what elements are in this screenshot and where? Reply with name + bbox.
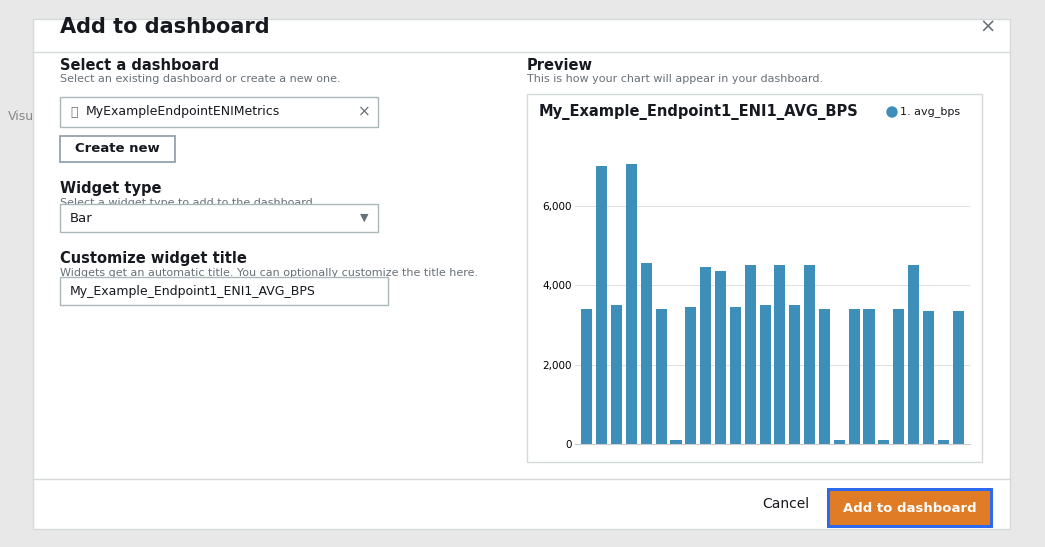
Text: This is how your chart will appear in your dashboard.: This is how your chart will appear in yo… — [527, 74, 823, 84]
Text: Select an existing dashboard or create a new one.: Select an existing dashboard or create a… — [60, 74, 341, 84]
Text: Widget type: Widget type — [60, 182, 162, 196]
Bar — [641, 263, 652, 444]
Bar — [60, 136, 175, 162]
Text: ×: × — [980, 18, 996, 37]
Bar — [878, 440, 889, 444]
Text: ×: × — [357, 104, 370, 119]
Bar — [834, 440, 845, 444]
Bar — [527, 94, 982, 462]
Bar — [626, 164, 637, 444]
Text: Widgets get an automatic title. You can optionally customize the title here.: Widgets get an automatic title. You can … — [60, 268, 479, 278]
Text: Cancel: Cancel — [762, 497, 809, 511]
Text: Add to dashboard: Add to dashboard — [60, 17, 270, 37]
Bar — [827, 488, 993, 528]
FancyBboxPatch shape — [33, 19, 1011, 529]
Bar — [819, 309, 830, 444]
Bar — [715, 271, 726, 444]
Bar — [60, 97, 378, 127]
Bar — [760, 305, 770, 444]
Bar — [893, 309, 904, 444]
Bar — [863, 309, 875, 444]
Bar — [804, 265, 815, 444]
Text: Create new: Create new — [75, 143, 160, 155]
Bar — [611, 305, 622, 444]
Text: Visu: Visu — [8, 110, 34, 124]
Bar — [581, 309, 593, 444]
Text: Preview: Preview — [527, 57, 593, 73]
Bar — [849, 309, 860, 444]
Bar — [923, 311, 934, 444]
Bar — [655, 309, 667, 444]
Text: Bar: Bar — [70, 212, 93, 224]
Bar — [596, 166, 607, 444]
Bar — [830, 491, 990, 525]
Bar — [671, 440, 681, 444]
Text: ▼: ▼ — [359, 213, 368, 223]
Bar — [686, 307, 696, 444]
Bar — [700, 267, 712, 444]
Bar — [937, 440, 949, 444]
Text: My_Example_Endpoint1_ENI1_AVG_BPS: My_Example_Endpoint1_ENI1_AVG_BPS — [70, 284, 316, 298]
Bar — [729, 307, 741, 444]
Text: 1. avg_bps: 1. avg_bps — [900, 107, 960, 118]
Text: ⌕: ⌕ — [70, 106, 77, 119]
Bar — [908, 265, 920, 444]
Text: My_Example_Endpoint1_ENI1_AVG_BPS: My_Example_Endpoint1_ENI1_AVG_BPS — [539, 104, 859, 120]
Text: Select a dashboard: Select a dashboard — [60, 57, 219, 73]
Circle shape — [887, 107, 897, 117]
Bar — [789, 305, 800, 444]
Bar — [953, 311, 963, 444]
Text: Select a widget type to add to the dashboard.: Select a widget type to add to the dashb… — [60, 198, 317, 208]
Text: MyExampleEndpointENIMetrics: MyExampleEndpointENIMetrics — [86, 106, 280, 119]
Bar — [774, 265, 786, 444]
Text: Add to dashboard: Add to dashboard — [843, 502, 977, 515]
Bar — [745, 265, 756, 444]
Bar — [60, 277, 388, 305]
Text: Customize widget title: Customize widget title — [60, 252, 247, 266]
Bar — [60, 204, 378, 232]
